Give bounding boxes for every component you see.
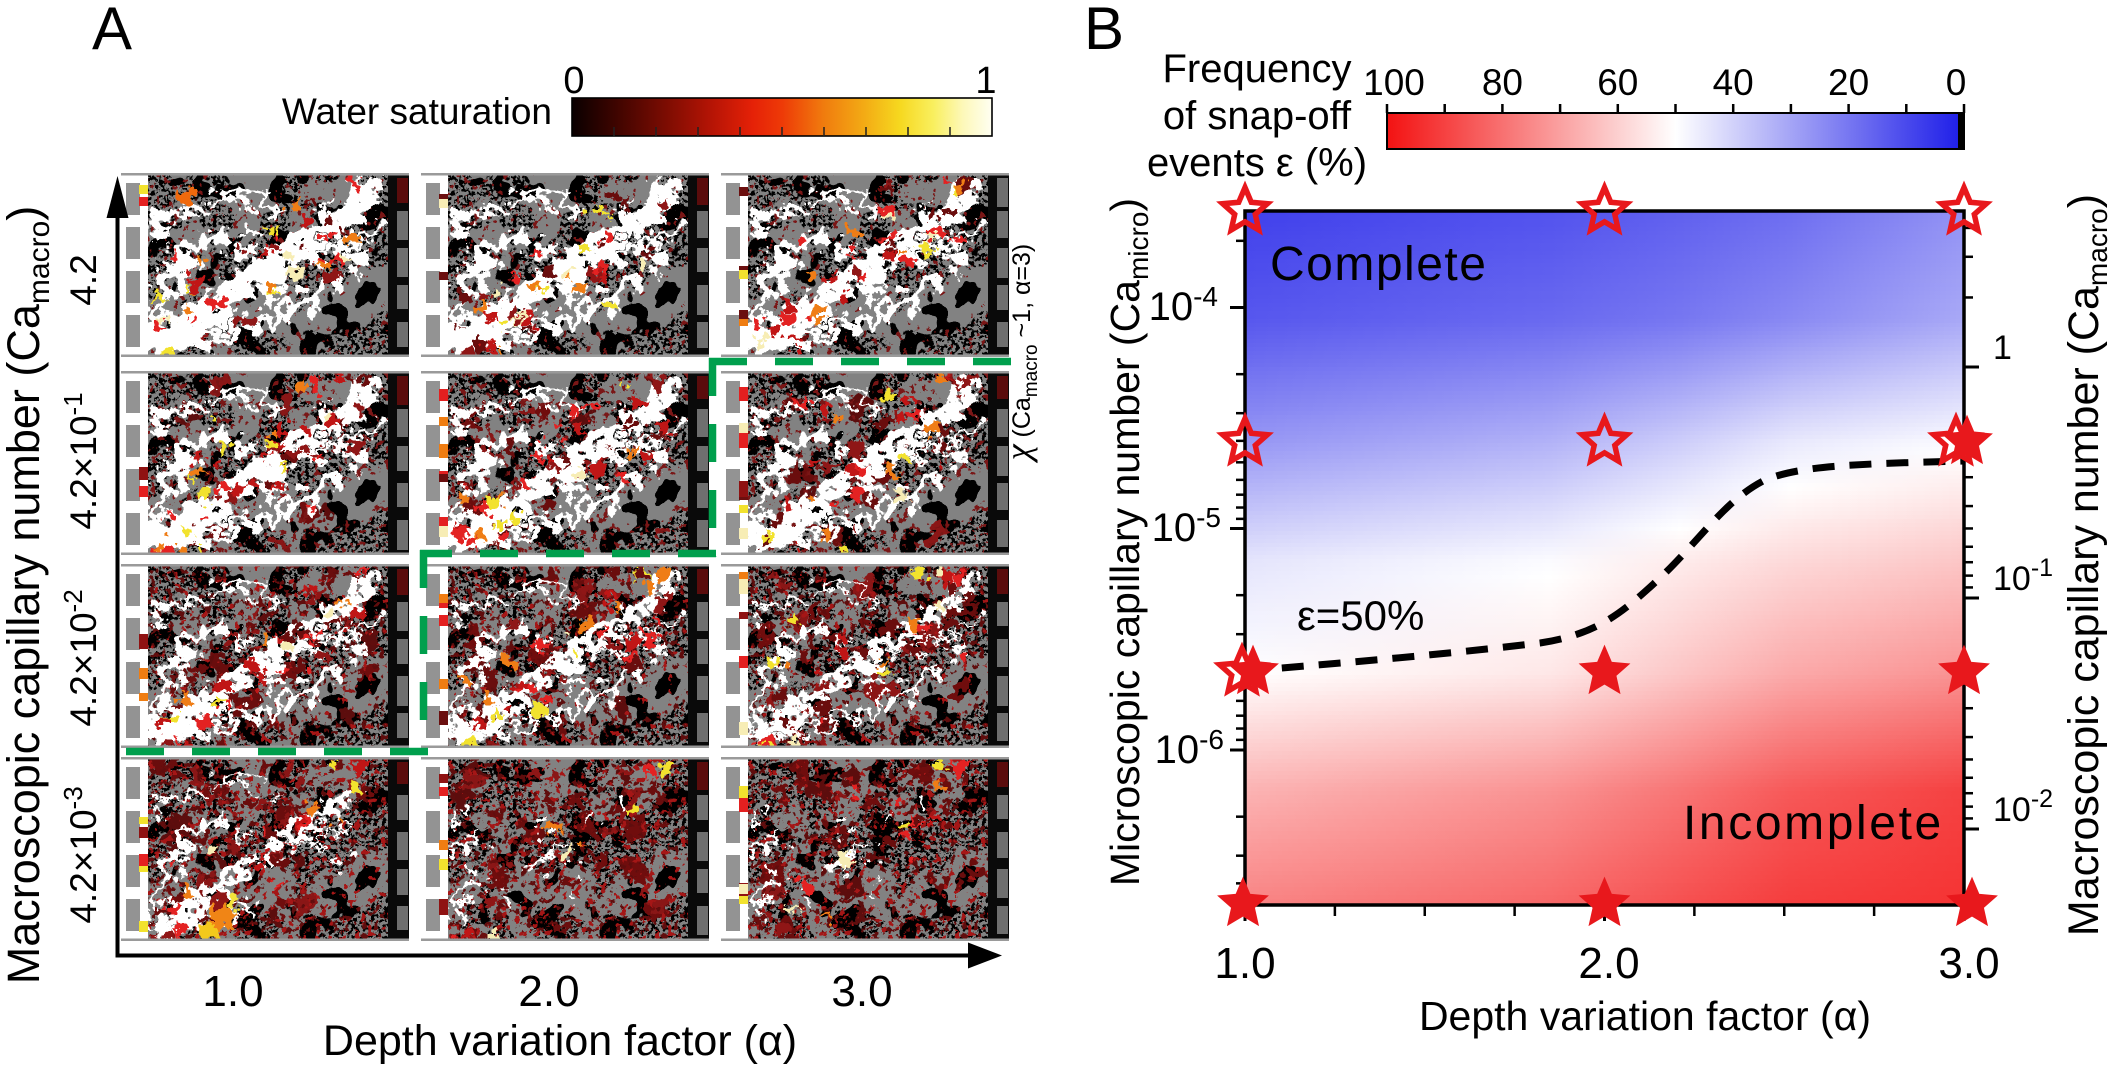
svg-text:3.0: 3.0 [831,967,892,1016]
svg-text:60: 60 [1597,62,1638,103]
svg-text:ε=50%: ε=50% [1297,592,1424,639]
svg-text:10-4: 10-4 [1149,281,1218,329]
svg-text:Macroscopic capillary number (: Macroscopic capillary number (Camacro) [2060,194,2113,936]
svg-text:2.0: 2.0 [518,967,579,1016]
svg-text:0: 0 [1946,62,1967,103]
svg-text:10-2: 10-2 [1993,785,2053,829]
svg-text:40: 40 [1713,62,1754,103]
svg-text:events ε (%): events ε (%) [1147,141,1367,185]
svg-text:1: 1 [1993,329,2012,367]
svg-text:1.0: 1.0 [1214,939,1275,988]
svg-text:B: B [1084,0,1124,62]
svg-text:2.0: 2.0 [1578,939,1639,988]
svg-text:1: 1 [975,60,996,102]
svg-text:1.0: 1.0 [202,967,263,1016]
svg-text:Complete: Complete [1270,238,1487,291]
svg-text:Depth variation factor (α): Depth variation factor (α) [1419,993,1871,1039]
svg-text:of snap-off: of snap-off [1163,94,1352,138]
svg-text:100: 100 [1363,62,1425,103]
svg-text:Microscopic capillary number (: Microscopic capillary number (Camicro) [1102,198,1154,886]
svg-text:Incomplete: Incomplete [1683,797,1944,850]
svg-text:80: 80 [1482,62,1523,103]
svg-text:Macroscopic capillary number (: Macroscopic capillary number (Camacro) [0,206,56,985]
svg-text:20: 20 [1828,62,1869,103]
svg-text:10-5: 10-5 [1152,502,1221,550]
svg-text:0: 0 [563,60,584,102]
svg-text:Frequency: Frequency [1163,47,1352,91]
svg-text:Water saturation: Water saturation [282,91,552,132]
svg-text:4.2: 4.2 [63,254,104,305]
svg-text:Depth variation factor (α): Depth variation factor (α) [323,1017,797,1065]
svg-text:A: A [92,0,132,62]
svg-text:3.0: 3.0 [1938,939,1999,988]
